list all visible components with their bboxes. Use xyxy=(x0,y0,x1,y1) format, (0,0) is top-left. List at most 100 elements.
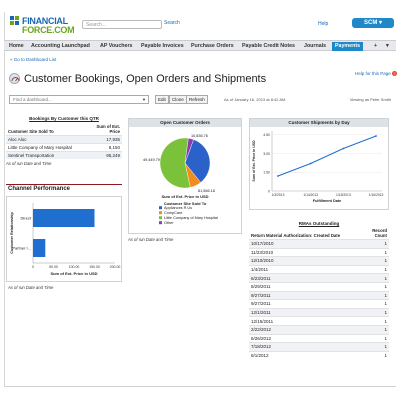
table-row: 11/23/2010 1 xyxy=(249,247,389,257)
table-cell: 95,249 xyxy=(84,151,122,159)
table-cell: Sentinel Transportation xyxy=(6,151,84,159)
shipments-title: Customer Shipments by Day xyxy=(250,119,388,127)
x-tick-label: 200.00 xyxy=(110,265,121,269)
chevron-down-icon[interactable]: ▾ xyxy=(386,43,389,49)
legend-swatch xyxy=(159,211,162,215)
table-cell: 1 xyxy=(363,342,389,352)
legend-item: CompCare xyxy=(164,211,182,215)
dashboard-icon xyxy=(9,73,20,84)
column-header: Customer Site Sold To xyxy=(8,129,54,134)
y-axis-label: Customer Relationship xyxy=(10,212,14,254)
x-tick-label: 1/16/2013 xyxy=(369,193,384,197)
table-cell: 12/1/2011 xyxy=(249,307,363,317)
table-cell: 7/18/2012 xyxy=(249,342,363,352)
legend-swatch xyxy=(159,216,162,220)
table-cell: 1 xyxy=(363,281,389,292)
table-cell: 6/23/2011 xyxy=(249,273,363,283)
bookings-table-panel: Bookings By Customer this QTR Customer S… xyxy=(6,115,122,166)
shipments-line-chart: 0 1.50 3.00 4.50 1/3/2013 1/14/2013 1/15/2013 1… xyxy=(252,131,384,203)
bookings-table: Customer Site Sold To Sum of Ext. Price … xyxy=(6,123,122,159)
table-cell: 1 xyxy=(363,299,389,309)
help-for-page-label: Help for this Page xyxy=(355,71,391,76)
table-cell: 11/23/2010 xyxy=(249,247,363,257)
clone-button[interactable]: Clone xyxy=(169,95,187,104)
rma-table-panel: RMAs Outstanding Return Material Authori… xyxy=(249,220,389,360)
table-row: 2/22/2012 1 xyxy=(249,324,389,335)
refresh-button[interactable]: Refresh xyxy=(186,95,208,104)
pie-slice xyxy=(159,137,191,189)
tab-purchase-orders[interactable]: Purchase Orders xyxy=(191,43,234,49)
table-row: 12/1/2011 1 xyxy=(249,307,389,317)
pie-slice xyxy=(184,139,211,183)
help-link[interactable]: Help xyxy=(318,21,329,27)
table-cell: 6/26/2012 xyxy=(249,333,363,343)
user-menu-button[interactable]: SCM ▾ xyxy=(352,18,394,28)
as-of-note: As of run Date and Time xyxy=(8,285,54,290)
table-cell: Aloc Aloc xyxy=(6,135,84,144)
dashboard-gauge-icon xyxy=(11,77,20,82)
table-cell: 9/27/2011 xyxy=(249,299,363,309)
table-row: 12/15/2011 1 xyxy=(249,316,389,326)
channel-performance-title: Channel Performance xyxy=(8,186,71,192)
shipments-panel[interactable]: Customer Shipments by Day 0 1.50 3.00 4.50 1… xyxy=(249,118,389,210)
as-of-note: As of run Date and Time xyxy=(6,161,52,166)
viewing-as-label: Viewing as Peter Smith xyxy=(349,97,391,102)
app-header: FINANCIAL FORCE.COM Search... Search Hel… xyxy=(4,14,396,42)
tab-payable-credit-notes[interactable]: Payable Credit Notes xyxy=(242,43,295,49)
table-cell: 1/4/2011 xyxy=(249,264,363,274)
x-axis-label: Fulfillment Date xyxy=(313,199,341,203)
x-tick-label: 0 xyxy=(32,265,34,269)
y-axis-label: Sum of Ext. Price in USD xyxy=(252,140,256,182)
tab-payments[interactable]: Payments xyxy=(332,42,364,51)
table-cell: 12/10/2010 xyxy=(249,256,363,266)
logo-mark-icon xyxy=(10,16,19,25)
open-orders-title: Open Customer Orders xyxy=(129,119,241,127)
search-input[interactable]: Search... xyxy=(82,20,162,29)
tab-add[interactable]: + xyxy=(374,43,378,49)
page-title: Customer Bookings, Open Orders and Shipm… xyxy=(24,73,267,85)
tab-home[interactable]: Home xyxy=(9,43,24,49)
slice-value-label: 49,449.79 xyxy=(143,158,160,162)
table-row: 6/26/2012 1 xyxy=(249,333,389,343)
help-icon: ? xyxy=(392,71,398,76)
table-row: 1/4/2011 1 xyxy=(249,264,389,274)
series-line xyxy=(277,135,377,177)
as-of-note: As of run Date and Time xyxy=(128,237,174,242)
table-row: 6/23/2011 1 xyxy=(249,273,389,283)
search-button[interactable]: Search xyxy=(164,20,180,26)
table-row: 7/18/2012 1 xyxy=(249,342,389,352)
open-orders-panel[interactable]: Open Customer Orders 49,449.79 10,836.76 8… xyxy=(128,118,242,234)
slice-value-label: 81,566.18 xyxy=(198,189,215,193)
tab-ap-vouchers[interactable]: AP Vouchers xyxy=(100,43,133,49)
x-tick-label: 1/14/2013 xyxy=(303,193,318,197)
table-cell: 1 xyxy=(363,247,389,257)
legend-title: Customer Site Sold To xyxy=(164,201,207,206)
data-point xyxy=(277,175,279,177)
dashboard-toolbar: Find a dashboard... ▼ Edit Clone Refresh… xyxy=(9,95,391,104)
edit-button[interactable]: Edit xyxy=(155,95,169,104)
rma-table: Return Material Authorization: Created D… xyxy=(249,227,389,360)
logo[interactable]: FINANCIAL FORCE.COM xyxy=(10,16,75,40)
footer-divider xyxy=(4,386,396,387)
category-label: Direct xyxy=(21,216,32,221)
bar xyxy=(33,239,46,257)
bookings-table-title[interactable]: Bookings By Customer this QTR xyxy=(29,116,99,121)
legend-swatch xyxy=(159,206,162,210)
channel-chart-panel[interactable]: Direct Partner I... 0 50.00 100.00 150.00 200.… xyxy=(6,196,122,282)
logo-text-bottom: FORCE.COM xyxy=(22,25,75,35)
y-tick-label: 3.00 xyxy=(263,152,270,156)
table-row: 10/17/2010 1 xyxy=(249,239,389,249)
table-cell: 1 xyxy=(363,264,389,274)
rma-table-title[interactable]: RMAs Outstanding xyxy=(298,221,340,226)
tab-accounting-launchpad[interactable]: Accounting Launchpad xyxy=(31,43,90,49)
x-axis-label: Sum of Ext. Price in USD xyxy=(50,271,97,276)
tab-payable-invoices[interactable]: Payable Invoices xyxy=(141,43,184,49)
find-dashboard-input[interactable]: Find a dashboard... ▼ xyxy=(9,95,149,104)
table-cell: 1 xyxy=(363,239,389,249)
tab-journals[interactable]: Journals xyxy=(304,43,327,49)
legend-item: Appliances R Us xyxy=(164,206,192,210)
table-cell: 2/22/2012 xyxy=(249,324,363,335)
back-to-dashboard-list-link[interactable]: « Go to Dashboard List xyxy=(10,57,57,62)
help-for-page-link[interactable]: Help for this Page ? xyxy=(355,71,398,76)
